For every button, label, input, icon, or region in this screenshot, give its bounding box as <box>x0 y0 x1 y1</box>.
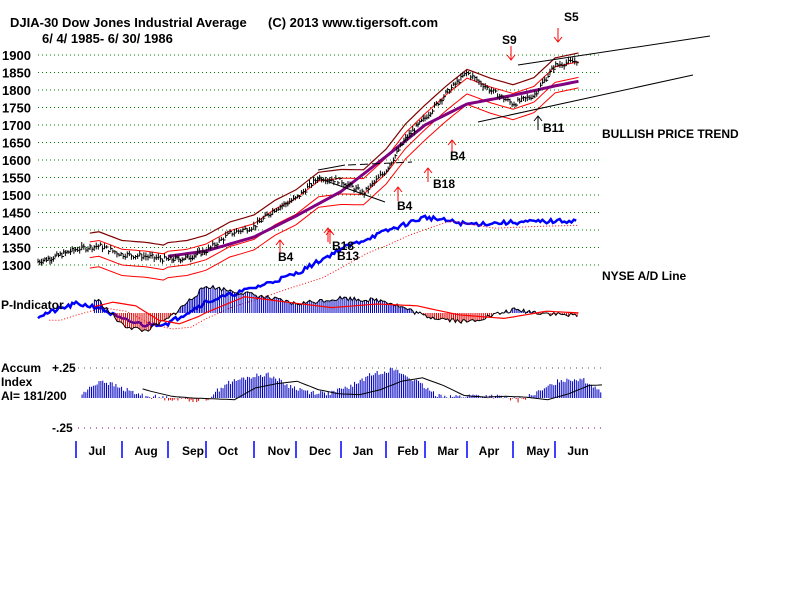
sell-signal-arrow <box>553 28 563 43</box>
buy-signal-arrow <box>325 229 335 244</box>
month-label: Jul <box>88 444 105 458</box>
buy-signal-arrow <box>533 115 543 130</box>
month-label: Dec <box>309 444 331 458</box>
y-tick-label: 1600 <box>2 153 31 168</box>
consolidation-dash-line <box>347 161 413 166</box>
month-label: Feb <box>397 444 418 458</box>
p-indicator-panel <box>93 284 579 333</box>
signal-label: B18 <box>332 239 354 253</box>
consolidation-top-line <box>317 164 346 171</box>
month-label: Oct <box>218 444 238 458</box>
y-tick-label: 1800 <box>2 83 31 98</box>
sell-signal-arrow <box>506 46 516 61</box>
nyse-ad-line <box>37 214 577 328</box>
p-indicator-moving-average <box>94 296 579 325</box>
y-tick-label: 1750 <box>2 101 31 116</box>
accum-bottom-tick: -.25 <box>52 421 73 435</box>
signal-label: S5 <box>564 10 579 24</box>
y-tick-label: 1650 <box>2 136 31 151</box>
y-tick-label: 1700 <box>2 118 31 133</box>
lower-band <box>89 87 579 281</box>
y-tick-label: 1550 <box>2 171 31 186</box>
month-axis: Jul Aug Sep Oct Nov Dec Jan Feb Mar Apr May Jun <box>75 441 589 458</box>
month-label: May <box>526 444 550 458</box>
signal-label: B4 <box>450 149 466 163</box>
y-tick-label: 1450 <box>2 206 31 221</box>
month-label: Mar <box>437 444 459 458</box>
gridlines <box>38 54 602 429</box>
signal-label: B4 <box>278 250 294 264</box>
signal-label: B18 <box>433 177 455 191</box>
moving-average-line <box>167 79 579 258</box>
y-tick-label: 1400 <box>2 223 31 238</box>
month-label: Jun <box>567 444 588 458</box>
buy-signal-arrow <box>393 186 403 201</box>
ai-readout: AI= 181/200 <box>1 389 67 403</box>
buy-signal-arrow <box>423 167 433 182</box>
consolidation-bottom-line <box>317 177 386 203</box>
nyse-ad-label: NYSE A/D Line <box>602 269 687 283</box>
signal-label: B11 <box>543 121 565 135</box>
month-label: Jan <box>353 444 374 458</box>
copyright-text: (C) 2013 www.tigersoft.com <box>268 15 438 30</box>
y-tick-label: 1350 <box>2 241 31 256</box>
lower-trendline <box>477 74 694 123</box>
signal-label: B13 <box>337 249 359 263</box>
chart-title: DJIA-30 Dow Jones Industrial Average <box>10 15 247 30</box>
upper-trendline <box>517 35 711 66</box>
buy-signal-arrow <box>275 239 285 254</box>
signal-label: S9 <box>502 33 517 47</box>
y-tick-label: 1300 <box>2 258 31 273</box>
p-indicator-outline <box>94 284 578 333</box>
trend-label: BULLISH PRICE TREND <box>602 127 739 141</box>
month-label: Sep <box>182 444 204 458</box>
accum-top-tick: +.25 <box>52 361 76 375</box>
y-axis-ticks: 1900 1850 1800 1750 1700 1650 1600 1550 1500 1450… <box>2 48 31 273</box>
y-tick-label: 1900 <box>2 48 31 63</box>
accum-moving-average <box>142 377 603 401</box>
upper-band <box>89 52 579 246</box>
ad-line-moving-average <box>49 220 579 330</box>
signal-label: B4 <box>397 199 413 213</box>
p-indicator-label: P-Indicator <box>1 298 64 312</box>
price-panel <box>37 35 711 281</box>
accum-label: Accum <box>1 361 41 375</box>
accum-index-panel <box>81 367 603 403</box>
y-tick-label: 1500 <box>2 188 31 203</box>
y-tick-label: 1850 <box>2 66 31 81</box>
date-range: 6/ 4/ 1985- 6/ 30/ 1986 <box>42 31 173 46</box>
index-label: Index <box>1 375 33 389</box>
month-label: Nov <box>268 444 291 458</box>
buy-signal-arrow <box>447 139 457 154</box>
month-label: Apr <box>479 444 500 458</box>
month-label: Aug <box>134 444 157 458</box>
